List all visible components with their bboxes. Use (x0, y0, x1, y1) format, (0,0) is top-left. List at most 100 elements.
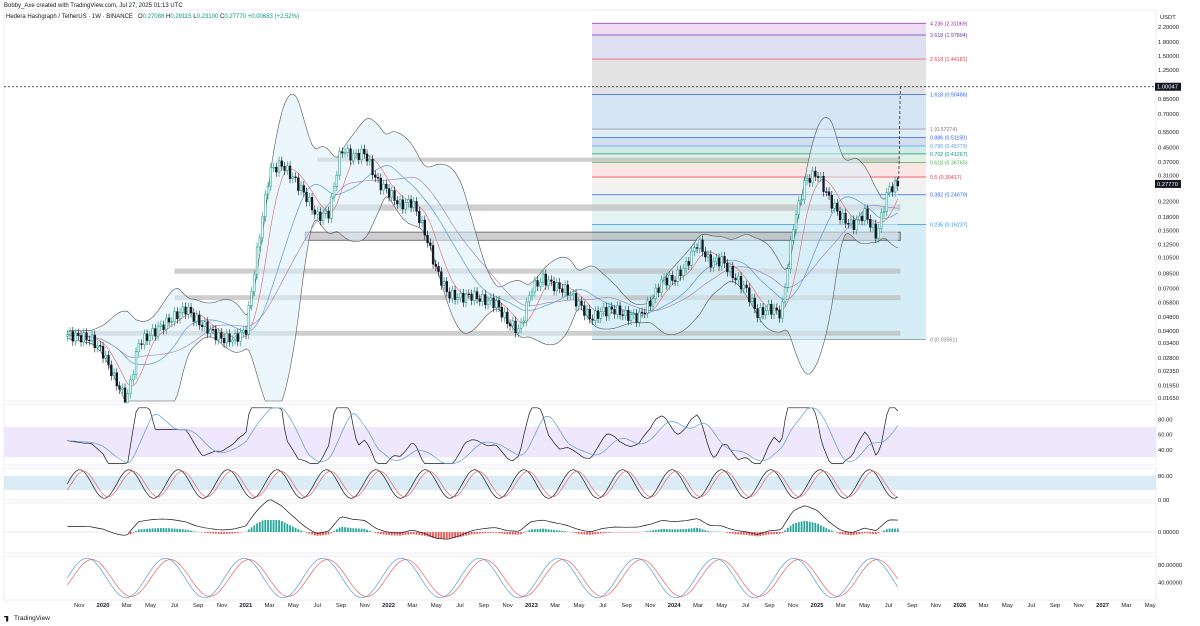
candle (522, 320, 525, 323)
macd-histogram-bar (652, 530, 654, 532)
candle (101, 346, 105, 359)
candle (176, 311, 179, 320)
candle (723, 256, 726, 264)
candle (225, 333, 228, 344)
tradingview-brand[interactable]: TradingView (4, 615, 50, 622)
candle (621, 314, 624, 316)
candle (550, 279, 553, 282)
candle (220, 332, 223, 339)
macd-histogram-bar (855, 532, 858, 535)
time-tick-label: 2023 (525, 603, 539, 609)
candle (885, 192, 888, 212)
price-tick-label: 0.08500 (1158, 272, 1179, 278)
macd-histogram-bar (808, 521, 811, 532)
macd-histogram-bar (481, 532, 484, 534)
macd-histogram-bar (671, 529, 674, 532)
macd-histogram-bar (247, 529, 250, 532)
candle (253, 274, 256, 292)
macd-histogram-bar (190, 530, 192, 532)
macd-histogram-bar (154, 528, 157, 532)
price-tick-label: 0.07000 (1158, 286, 1179, 292)
stoch-rsi-pane (3, 555, 1157, 601)
macd-histogram-bar (162, 528, 165, 532)
candle (184, 306, 187, 315)
candle (858, 215, 861, 220)
target-price-value: 1.00047 (1157, 85, 1178, 91)
macd-histogram-bar (470, 532, 473, 535)
time-tick-label: Jul (171, 603, 178, 609)
macd-histogram-bar (734, 532, 737, 535)
candle (321, 213, 325, 221)
macd-histogram-bar (800, 521, 803, 532)
candle (209, 329, 212, 334)
macd-histogram-bar (817, 523, 819, 532)
price-tick-label: 0.22000 (1158, 200, 1179, 206)
candle (85, 332, 88, 341)
macd-histogram-bar (740, 532, 742, 535)
macd-histogram-bar (379, 532, 382, 535)
macd-histogram-bar (517, 532, 520, 535)
time-tick-label: Sep (336, 603, 346, 609)
time-tick-label: May (574, 603, 585, 609)
stoch-k-line (66, 469, 898, 499)
candle (772, 307, 776, 315)
candle (261, 216, 264, 239)
macd-histogram-bar (135, 531, 137, 532)
macd-histogram-bar (762, 532, 764, 536)
candle (453, 289, 457, 300)
symbol-legend[interactable]: Hedera Hashgraph / TetherUS · 1W · BINAN… (6, 14, 300, 20)
macd-histogram-bar (291, 526, 294, 532)
candle (302, 185, 305, 193)
candle (880, 212, 883, 229)
candle (693, 247, 696, 252)
candle (244, 329, 248, 335)
candle (200, 324, 204, 327)
candle (613, 308, 616, 315)
candle (860, 215, 864, 222)
candle (742, 284, 745, 290)
candle (442, 281, 446, 286)
macd-histogram-bar (355, 528, 357, 532)
macd-histogram-bar (261, 520, 264, 532)
candle (310, 197, 314, 211)
price-tick-label: 0.04800 (1158, 315, 1179, 321)
macd-histogram-bar (896, 528, 899, 532)
current-price-value: 0.27770 (1157, 182, 1178, 188)
macd-histogram-bar (140, 529, 143, 532)
macd-histogram-bar (610, 532, 613, 533)
time-tick-label: Mar (265, 603, 275, 609)
macd-histogram-bar (888, 528, 891, 532)
macd-histogram-bar (839, 532, 841, 534)
candle (514, 320, 517, 333)
fib-level-label: 0.886 (0.51150) (930, 136, 967, 142)
macd-histogram-bar (294, 527, 297, 532)
candle (827, 191, 831, 196)
macd-histogram-bar (825, 528, 828, 532)
candle (258, 237, 261, 248)
candle (398, 199, 402, 205)
candle (833, 203, 836, 209)
candle (734, 277, 737, 281)
candle (420, 219, 424, 223)
macd-histogram-bar (525, 531, 528, 532)
candle (121, 387, 124, 390)
macd-histogram-bar (327, 532, 330, 535)
price-tick-label: 1.50000 (1158, 54, 1179, 60)
tradingview-logo-icon (4, 615, 9, 622)
macd-histogram-bar (558, 530, 561, 532)
macd-histogram-bar (187, 530, 190, 532)
fib-level-label: 4.236 (2.31069) (930, 21, 968, 27)
candle (536, 280, 539, 287)
fib-level-label: 0.382 (0.24079) (930, 193, 968, 199)
candle (214, 329, 217, 341)
macd-histogram-bar (396, 532, 399, 536)
macd-histogram-bar (346, 527, 349, 532)
macd-histogram-bar (418, 532, 421, 536)
macd-histogram-bar (333, 531, 335, 532)
candle (360, 148, 363, 160)
candle (275, 166, 278, 173)
candle (778, 309, 781, 319)
candle (464, 293, 468, 303)
candle (775, 307, 778, 311)
